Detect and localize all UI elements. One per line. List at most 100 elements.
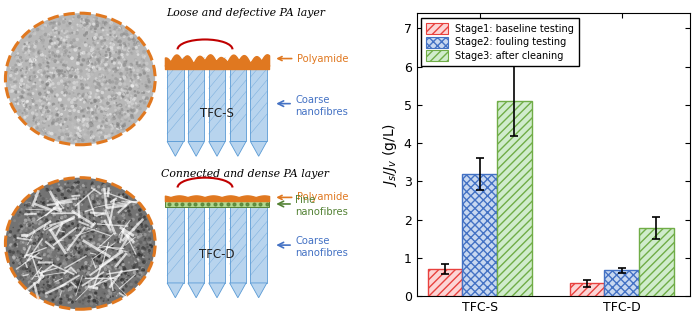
Point xyxy=(5,82,16,88)
Point xyxy=(62,199,73,204)
Point xyxy=(109,123,120,128)
Point xyxy=(60,257,71,262)
Point xyxy=(131,228,142,233)
Point xyxy=(122,213,134,218)
Point xyxy=(30,42,41,47)
Point xyxy=(64,243,75,248)
Point xyxy=(55,222,66,227)
Point xyxy=(101,285,112,291)
Point xyxy=(127,256,139,261)
Point xyxy=(17,79,28,84)
Point xyxy=(8,97,20,102)
Point xyxy=(102,117,113,123)
Point xyxy=(90,92,101,97)
Point xyxy=(105,187,116,192)
Point xyxy=(60,117,71,122)
Point xyxy=(90,225,101,230)
Point xyxy=(48,20,59,26)
Point xyxy=(111,271,122,276)
Point xyxy=(74,135,85,140)
Point xyxy=(88,255,99,261)
Point xyxy=(63,187,74,192)
Point xyxy=(37,237,48,242)
Point xyxy=(100,34,111,39)
Point xyxy=(76,78,87,83)
Point xyxy=(71,194,83,199)
Point xyxy=(60,77,71,82)
Point xyxy=(38,259,50,265)
Point xyxy=(90,104,101,109)
Point xyxy=(71,245,83,250)
Point xyxy=(111,278,122,284)
Point xyxy=(72,125,83,131)
Point xyxy=(64,230,75,235)
Point xyxy=(63,300,74,305)
Point xyxy=(104,102,115,107)
Point xyxy=(42,284,53,289)
Point xyxy=(119,266,130,272)
Point xyxy=(23,237,34,242)
Point xyxy=(66,66,78,72)
Point xyxy=(99,44,111,49)
Point xyxy=(99,22,111,27)
Point xyxy=(130,254,141,259)
Point xyxy=(20,50,31,55)
Point xyxy=(60,34,71,39)
Point xyxy=(28,202,39,207)
Point xyxy=(132,261,143,266)
Point xyxy=(52,206,64,212)
Point xyxy=(94,128,106,133)
Point xyxy=(40,68,51,73)
Point xyxy=(105,294,116,300)
Point xyxy=(83,61,94,66)
Point xyxy=(24,222,35,228)
Point xyxy=(34,65,46,70)
Point xyxy=(87,98,98,104)
Point xyxy=(22,271,33,276)
Point xyxy=(77,266,88,271)
Point xyxy=(38,109,49,114)
Point xyxy=(54,288,65,293)
Point xyxy=(28,219,39,224)
Point xyxy=(139,100,150,105)
Point xyxy=(59,38,70,43)
Point xyxy=(99,112,111,117)
Point xyxy=(119,215,130,221)
Point xyxy=(8,243,19,249)
Point xyxy=(125,274,136,280)
Point xyxy=(120,114,132,119)
Point xyxy=(106,59,118,64)
Point xyxy=(11,85,22,90)
Point xyxy=(21,104,32,110)
Point xyxy=(23,244,34,250)
Point xyxy=(51,106,62,112)
Point xyxy=(52,39,63,45)
Point xyxy=(32,268,43,273)
Point xyxy=(102,189,113,194)
Point xyxy=(78,20,90,25)
Point xyxy=(130,73,141,78)
Point xyxy=(66,133,77,138)
Point xyxy=(43,123,55,128)
Point xyxy=(56,286,67,291)
Point xyxy=(127,249,139,255)
Point xyxy=(74,226,85,231)
Point xyxy=(90,204,101,209)
Point xyxy=(42,262,53,267)
Point xyxy=(22,210,34,215)
Point xyxy=(78,78,89,83)
Point xyxy=(88,275,99,280)
Point xyxy=(77,94,88,99)
Point xyxy=(55,44,66,49)
Point xyxy=(66,40,77,45)
Point xyxy=(51,196,62,202)
Point xyxy=(47,279,58,284)
Point xyxy=(27,244,38,250)
Point xyxy=(135,228,146,233)
Point xyxy=(91,128,102,133)
Point xyxy=(41,229,52,235)
Point xyxy=(132,257,144,262)
Point xyxy=(109,258,120,263)
Point xyxy=(55,71,66,76)
Point xyxy=(25,222,36,227)
